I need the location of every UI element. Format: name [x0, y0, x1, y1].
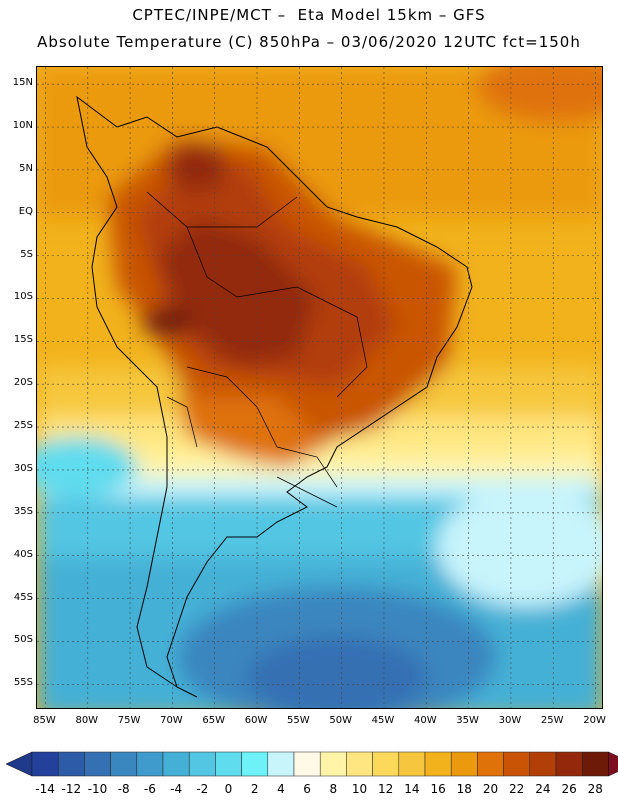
lat-tick-label: 35S — [13, 505, 33, 517]
colorbar-segment — [31, 751, 59, 777]
colorbar-tick-label: 22 — [509, 782, 525, 796]
colorbar-segment — [267, 751, 295, 777]
colorbar-segment — [529, 751, 557, 777]
colorbar — [5, 751, 618, 777]
colorbar-tick-label: 4 — [277, 782, 285, 796]
chart-title-line2: Absolute Temperature (C) 850hPa – 03/06/… — [37, 33, 581, 51]
colorbar-tick-label: 16 — [430, 782, 446, 796]
lon-tick-label: 75W — [117, 715, 141, 726]
lat-tick-label: 45S — [13, 591, 33, 603]
lon-tick-label: 60W — [244, 715, 268, 726]
temperature-map[interactable] — [36, 66, 603, 709]
lat-tick-label: 25S — [13, 420, 33, 432]
colorbar-tick-label: 24 — [535, 782, 551, 796]
lon-tick-label: 45W — [371, 715, 395, 726]
lon-tick-label: 25W — [540, 715, 564, 726]
colorbar-segment — [188, 751, 216, 777]
lon-tick-label: 20W — [583, 715, 606, 726]
colorbar-segment — [346, 751, 373, 777]
lat-tick-label: 50S — [13, 634, 33, 646]
colorbar-under-arrow — [5, 751, 33, 777]
colorbar-segment — [162, 751, 190, 777]
colorbar-tick-label: -6 — [143, 782, 156, 796]
colorbar-tick-label: 14 — [404, 782, 420, 796]
colorbar-tick-label: 26 — [561, 782, 577, 796]
colorbar-segment — [372, 751, 400, 777]
colorbar-segment — [424, 751, 452, 777]
lat-tick-label: 15N — [12, 77, 33, 89]
colorbar-segment — [84, 751, 111, 777]
lon-tick-label: 50W — [329, 715, 352, 726]
lon-tick-label: 85W — [33, 715, 56, 726]
lon-tick-label: 65W — [202, 715, 226, 726]
lat-tick-label: 15S — [13, 334, 33, 346]
colorbar-over-arrow — [608, 751, 618, 777]
colorbar-segment — [450, 751, 478, 777]
lat-tick-label: 10N — [12, 120, 33, 131]
lon-tick-label: 40W — [413, 715, 437, 726]
colorbar-segment — [293, 751, 321, 777]
colorbar-tick-label: 18 — [456, 782, 472, 796]
lat-tick-label: 5S — [20, 248, 33, 260]
colorbar-segment — [581, 751, 609, 777]
colorbar-tick-label: 6 — [303, 782, 311, 796]
chart-title-line1: CPTEC/INPE/MCT – Eta Model 15km – GFS — [132, 6, 486, 24]
lon-tick-label: 30W — [498, 715, 522, 726]
lat-tick-label: 30S — [13, 462, 33, 474]
lat-tick-label: 5N — [19, 162, 33, 174]
colorbar-segment — [241, 751, 269, 777]
temperature-field — [37, 67, 602, 708]
lat-tick-label: 20S — [13, 377, 33, 389]
colorbar-tick-label: 2 — [250, 782, 259, 796]
lat-tick-label: 55S — [13, 677, 33, 689]
colorbar-tick-label: -12 — [61, 782, 82, 796]
colorbar-tick-label: 8 — [329, 782, 338, 796]
colorbar-segment — [57, 751, 85, 777]
lat-tick-label: 40S — [13, 548, 33, 560]
colorbar-segment — [136, 751, 164, 777]
lon-tick-label: 35W — [456, 715, 479, 726]
colorbar-tick-label: -10 — [87, 782, 108, 796]
colorbar-tick-label: 0 — [224, 782, 233, 796]
map-canvas — [37, 67, 602, 708]
colorbar-tick-label: 12 — [378, 782, 394, 796]
colorbar-segment — [398, 751, 426, 777]
colorbar-tick-label: -14 — [35, 782, 55, 796]
colorbar-segment — [477, 751, 504, 777]
colorbar-segment — [110, 751, 138, 777]
lon-tick-label: 70W — [160, 715, 183, 726]
colorbar-tick-label: 20 — [482, 782, 499, 796]
colorbar-tick-label: -2 — [196, 782, 209, 796]
colorbar-segment — [555, 751, 583, 777]
colorbar-segment — [215, 751, 242, 777]
lat-tick-label: EQ — [18, 205, 33, 217]
lon-tick-label: 55W — [287, 715, 310, 726]
lon-tick-label: 80W — [75, 715, 99, 726]
graticule — [37, 67, 602, 708]
colorbar-segment — [503, 751, 531, 777]
colorbar-segment — [319, 751, 347, 777]
colorbar-tick-label: 28 — [587, 782, 603, 796]
colorbar-tick-label: -4 — [170, 782, 183, 796]
lat-tick-label: 10S — [13, 291, 33, 303]
colorbar-tick-label: 10 — [351, 782, 368, 796]
colorbar-tick-label: -8 — [117, 782, 130, 796]
